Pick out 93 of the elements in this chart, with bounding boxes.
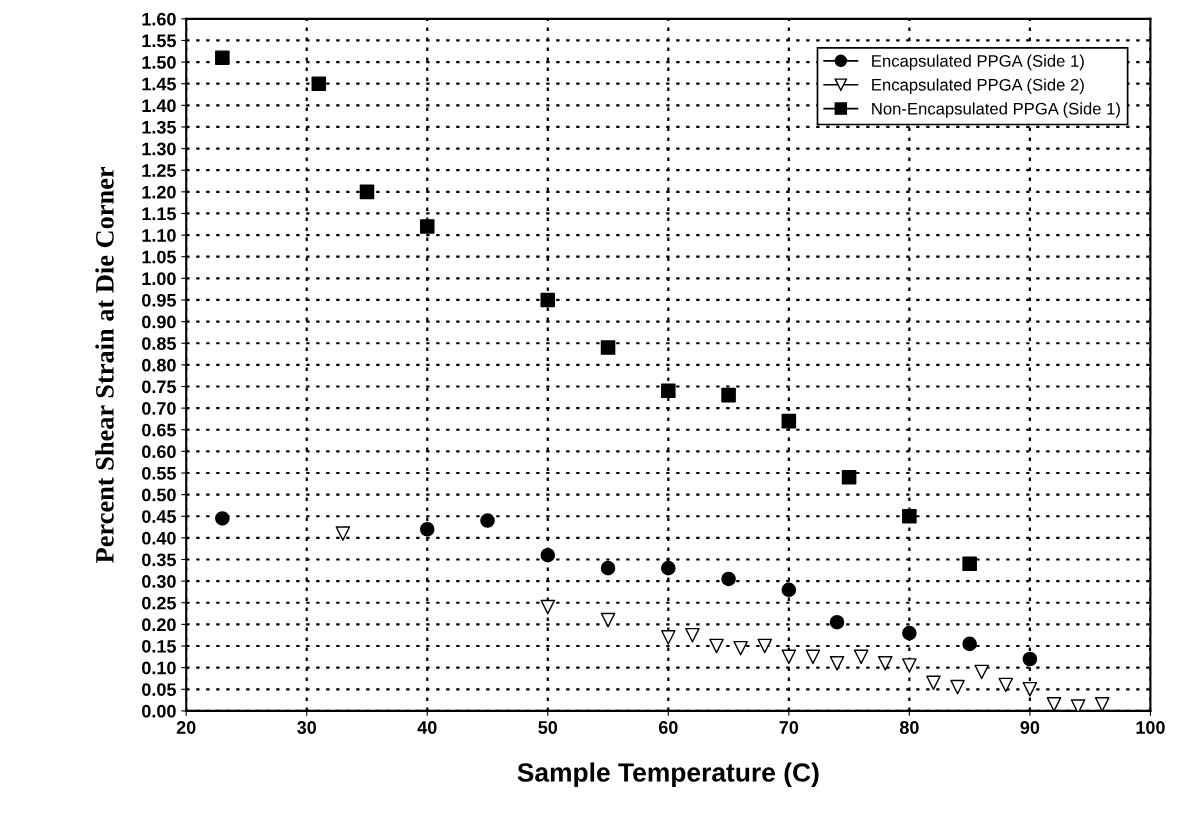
point xyxy=(311,76,327,92)
legend-label: Encapsulated PPGA (Side 2) xyxy=(872,78,1084,94)
y-tick-label: 1.40 xyxy=(142,99,176,113)
y-tick-label: 0.60 xyxy=(142,445,176,459)
y-tick-label: 1.30 xyxy=(142,142,176,156)
point xyxy=(600,340,616,355)
y-axis-title: Percent Shear Strain at Die Corner xyxy=(95,166,114,563)
x-tick-label: 30 xyxy=(297,721,317,734)
point xyxy=(480,513,495,528)
point xyxy=(781,582,797,598)
y-tick-label: 0.80 xyxy=(142,358,176,372)
point xyxy=(1022,681,1038,697)
point xyxy=(757,638,773,654)
x-tick-label: 20 xyxy=(176,721,196,734)
y-tick-label: 1.05 xyxy=(142,250,176,264)
point xyxy=(998,677,1014,693)
point xyxy=(419,219,435,234)
point xyxy=(661,630,676,645)
point xyxy=(661,383,676,399)
point xyxy=(926,675,941,691)
y-tick-label: 0.25 xyxy=(142,596,176,610)
point xyxy=(540,547,556,563)
point xyxy=(841,470,857,485)
x-tick-label: 80 xyxy=(899,721,919,734)
point xyxy=(974,664,989,680)
y-tick-label: 0.90 xyxy=(142,315,176,329)
point xyxy=(962,636,977,652)
x-tick-label: 60 xyxy=(658,721,678,734)
y-tick-label: 1.25 xyxy=(142,164,176,177)
point xyxy=(540,292,556,308)
point xyxy=(721,571,736,587)
point xyxy=(805,649,821,665)
point xyxy=(781,413,797,429)
legend-label: Encapsulated PPGA (Side 1) xyxy=(872,54,1084,71)
point xyxy=(829,614,845,630)
y-tick-label: 1.60 xyxy=(142,12,176,26)
point xyxy=(902,508,917,524)
point xyxy=(685,627,700,643)
y-tick-label: 0.45 xyxy=(142,510,176,523)
point xyxy=(1070,699,1086,711)
y-tick-label: 1.10 xyxy=(142,229,176,242)
y-tick-label: 0.55 xyxy=(142,466,176,480)
point xyxy=(829,656,845,671)
point xyxy=(902,625,917,641)
point xyxy=(1046,697,1062,711)
point xyxy=(600,612,616,628)
point xyxy=(902,658,917,673)
y-tick-label: 0.20 xyxy=(142,618,176,632)
y-tick-label: 1.20 xyxy=(142,185,176,199)
legend-label: Non-Encapsulated PPGA (Side 1) xyxy=(872,102,1120,118)
x-axis-title: Sample Temperature (C) xyxy=(517,762,819,788)
y-tick-label: 0.05 xyxy=(142,683,176,696)
point xyxy=(215,511,230,526)
point xyxy=(419,521,435,537)
y-tick-label: 0.35 xyxy=(142,553,176,567)
y-tick-label: 0.00 xyxy=(142,704,176,718)
y-tick-label: 1.45 xyxy=(142,77,176,91)
point xyxy=(721,387,736,403)
y-tick-label: 0.70 xyxy=(142,402,176,415)
point xyxy=(950,679,965,695)
y-tick-label: 0.75 xyxy=(142,380,176,394)
y-tick-label: 0.15 xyxy=(142,639,176,653)
point xyxy=(600,560,616,576)
point xyxy=(877,656,893,671)
x-tick-label: 40 xyxy=(417,721,437,734)
x-tick-label: 100 xyxy=(1136,721,1165,734)
point xyxy=(661,560,676,576)
y-tick-label: 0.40 xyxy=(142,531,176,545)
x-tick-label: 50 xyxy=(538,721,558,734)
y-tick-label: 0.65 xyxy=(142,423,176,437)
y-tick-label: 1.55 xyxy=(142,34,176,48)
y-tick-label: 1.50 xyxy=(142,56,176,69)
point xyxy=(853,649,869,665)
y-tick-label: 1.35 xyxy=(142,120,176,134)
point xyxy=(1094,697,1110,711)
y-tick-label: 0.30 xyxy=(142,575,176,588)
point xyxy=(215,50,230,66)
y-tick-label: 0.85 xyxy=(142,337,176,350)
y-tick-label: 0.95 xyxy=(142,293,176,307)
y-tick-label: 0.10 xyxy=(142,661,176,675)
point xyxy=(540,599,556,615)
x-tick-label: 70 xyxy=(779,721,799,734)
x-tick-label: 90 xyxy=(1020,721,1040,734)
point xyxy=(733,640,748,656)
y-tick-label: 1.00 xyxy=(142,272,176,286)
point xyxy=(1022,651,1038,667)
point xyxy=(709,638,724,654)
point xyxy=(359,184,375,200)
y-tick-label: 1.15 xyxy=(142,207,176,221)
point xyxy=(335,526,351,541)
point xyxy=(962,556,977,572)
y-tick-label: 0.50 xyxy=(142,488,176,502)
point xyxy=(781,649,797,665)
